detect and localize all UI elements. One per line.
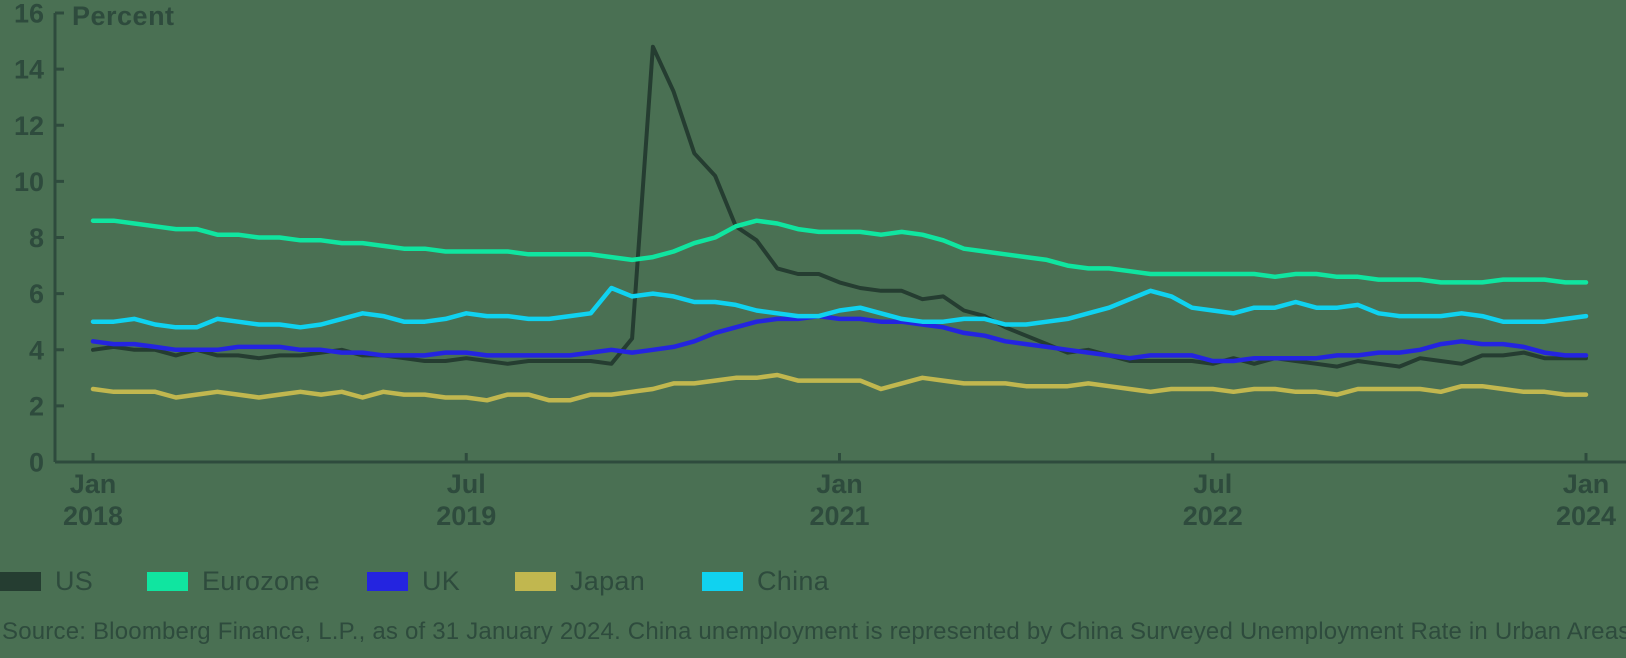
legend-swatch-japan [515,571,556,591]
y-axis-tick-label: 6 [29,279,44,309]
legend-swatch-uk [367,571,408,591]
series-line-china [90,285,1589,330]
legend-item-uk: UK [367,566,460,596]
series-line-eurozone [90,218,1589,285]
legend-label-china: China [757,565,830,596]
x-axis-tick-label: Jul [1193,469,1232,499]
legend-swatch-eurozone [147,571,188,591]
x-axis-tick-label: Jan [70,469,117,499]
x-axis-tick-label: 2022 [1183,501,1243,531]
legend-label-us: US [55,565,94,596]
x-axis-tick-label: 2018 [63,501,123,531]
legend-label-uk: UK [422,565,461,596]
legend-item-china: China [702,566,829,596]
x-axis-tick-label: 2019 [436,501,496,531]
x-axis-tick-label: 2021 [809,501,869,531]
legend-item-eurozone: Eurozone [147,566,320,596]
y-axis-tick-label: 10 [14,167,44,197]
source-note: Source: Bloomberg Finance, L.P., as of 3… [2,618,1626,645]
legend-label-eurozone: Eurozone [202,565,320,596]
y-axis-tick-label: 0 [29,448,44,478]
unemployment-line-chart: 0246810121416Jan2018Jul2019Jan2021Jul202… [14,0,1626,531]
y-axis-tick-label: 12 [14,111,44,141]
x-axis-tick-label: Jan [1563,469,1610,499]
y-axis-tick-label: 16 [14,0,44,29]
x-axis-tick-label: 2024 [1556,501,1616,531]
legend-swatch-china [702,571,743,591]
y-axis-tick-label: 8 [29,223,44,253]
y-axis-title: Percent [72,1,175,31]
legend-item-us: US [0,566,93,596]
x-axis-tick-label: Jul [447,469,486,499]
series-line-uk [90,313,1589,364]
y-axis-tick-label: 4 [29,335,44,365]
legend-swatch-us [0,571,41,591]
x-axis-tick-label: Jan [816,469,863,499]
y-axis-tick-label: 2 [29,391,44,421]
legend-item-japan: Japan [515,566,645,596]
y-axis-tick-label: 14 [14,55,44,85]
legend-label-japan: Japan [570,565,646,596]
series-line-japan [90,372,1589,403]
series-line-us [91,44,1588,369]
